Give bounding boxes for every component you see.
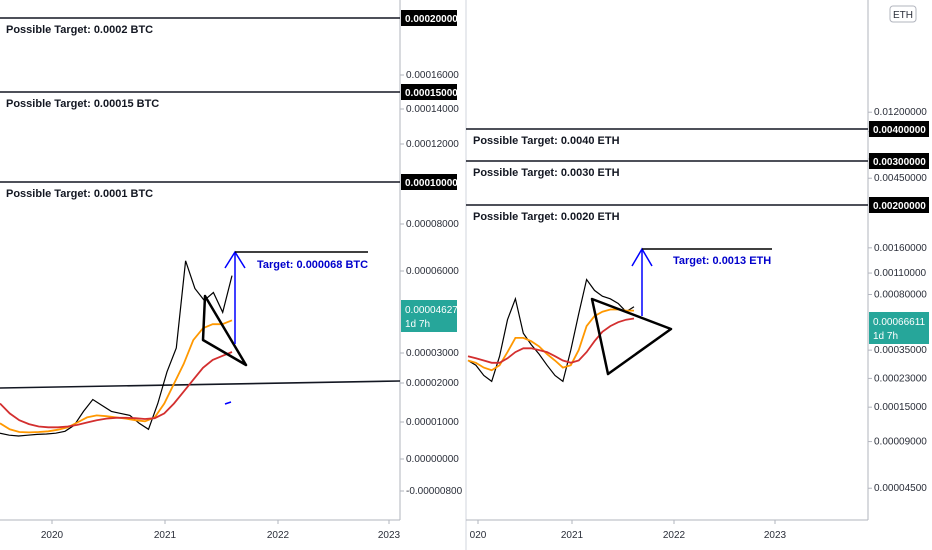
right-level-value-text: 0.00400000 xyxy=(873,125,926,136)
left-time-axis[interactable]: 2020 2021 2022 2023 xyxy=(41,520,401,541)
left-series-line xyxy=(0,351,233,429)
right-target-level-label: Possible Target: 0.0040 ETH xyxy=(473,135,620,147)
right-target-level-label: Possible Target: 0.0030 ETH xyxy=(473,167,620,179)
right-ytick-label: 0.01200000 xyxy=(874,107,927,118)
left-ytick-label: 0.00016000 xyxy=(406,70,459,81)
right-xtick-label: 2022 xyxy=(663,530,686,541)
left-last-price-countdown: 1d 7h xyxy=(405,319,430,330)
right-ytick-label: 0.00450000 xyxy=(874,173,927,184)
left-target-note: Target: 0.000068 BTC xyxy=(257,259,368,271)
right-last-price-countdown: 1d 7h xyxy=(873,331,898,342)
right-series-line xyxy=(467,317,635,364)
left-support-trendline[interactable] xyxy=(0,380,401,389)
left-last-price-value: 0.00004627 xyxy=(405,305,458,316)
currency-badge-text: ETH xyxy=(893,10,913,21)
left-ytick-label: 0.00014000 xyxy=(406,104,459,115)
left-ytick-label: 0.00006000 xyxy=(406,266,459,277)
right-series-line xyxy=(467,278,635,383)
left-xtick-label: 2023 xyxy=(378,530,401,541)
right-level-value-text: 0.00300000 xyxy=(873,157,926,168)
right-target-level-label: Possible Target: 0.0020 ETH xyxy=(473,211,620,223)
left-ytick-label: 0.00003000 xyxy=(406,348,459,359)
right-target-note: Target: 0.0013 ETH xyxy=(673,255,771,267)
left-level-value-text: 0.00010000 xyxy=(405,178,458,189)
left-price-axis[interactable]: 0.00016000 0.00014000 0.00012000 0.00008000… xyxy=(400,70,463,497)
left-last-price-badge[interactable] xyxy=(401,300,457,332)
right-series xyxy=(467,278,635,383)
left-series-line xyxy=(0,319,233,434)
left-level-value-badge xyxy=(401,10,457,26)
right-xtick-label: 2023 xyxy=(764,530,787,541)
left-xtick-label: 2020 xyxy=(41,530,64,541)
right-ytick-label: 0.00004500 xyxy=(874,483,927,494)
left-level-value-text: 0.00015000 xyxy=(405,88,458,99)
left-level-value-badge xyxy=(401,174,457,190)
right-xtick-label: 2021 xyxy=(561,530,584,541)
target-levels: Possible Target: 0.0002 BTC 0.00020000 Pos… xyxy=(0,10,929,223)
right-ytick-label: 0.00009000 xyxy=(874,437,927,448)
left-ytick-label: -0.00000800 xyxy=(406,486,463,497)
right-ytick-label: 0.00080000 xyxy=(874,290,927,301)
left-target-level-label: Possible Target: 0.0002 BTC xyxy=(6,24,153,36)
right-triangle-drawing[interactable] xyxy=(590,297,673,376)
left-ytick-label: 0.00002000 xyxy=(406,378,459,389)
left-target-level-label: Possible Target: 0.0001 BTC xyxy=(6,188,153,200)
left-ytick-label: 0.00008000 xyxy=(406,219,459,230)
left-series xyxy=(0,260,233,437)
right-ytick-label: 0.00035000 xyxy=(874,345,927,356)
right-time-axis[interactable]: 020 2021 2022 2023 xyxy=(470,520,787,541)
right-level-value-badge xyxy=(869,153,929,169)
right-ytick-label: 0.00110000 xyxy=(874,268,927,279)
left-target-level-label: Possible Target: 0.00015 BTC xyxy=(6,98,159,110)
right-ytick-label: 0.00023000 xyxy=(874,373,927,384)
right-level-value-badge xyxy=(869,121,929,137)
left-xtick-label: 2021 xyxy=(154,530,177,541)
left-series-line xyxy=(0,260,233,437)
left-ytick-label: 0.00001000 xyxy=(406,417,459,428)
left-xtick-label: 2022 xyxy=(267,530,290,541)
right-ytick-label: 0.00160000 xyxy=(874,243,927,254)
right-xtick-label: 020 xyxy=(470,530,487,541)
right-series-line xyxy=(467,308,634,372)
left-ytick-label: 0.00012000 xyxy=(406,139,459,150)
left-ytick-label: 0.00000000 xyxy=(406,454,459,465)
right-last-price-value: 0.00066611 xyxy=(873,317,926,328)
currency-badge[interactable] xyxy=(889,5,917,23)
left-level-value-text: 0.00020000 xyxy=(405,14,458,25)
right-ytick-label: 0.00015000 xyxy=(874,402,927,413)
right-last-price-badge[interactable] xyxy=(869,312,929,344)
left-blue-stroke xyxy=(224,401,232,405)
right-level-value-badge xyxy=(869,197,929,213)
right-level-value-text: 0.00200000 xyxy=(873,201,926,212)
left-level-value-badge xyxy=(401,84,457,100)
left-pennant-drawing[interactable] xyxy=(201,294,248,367)
